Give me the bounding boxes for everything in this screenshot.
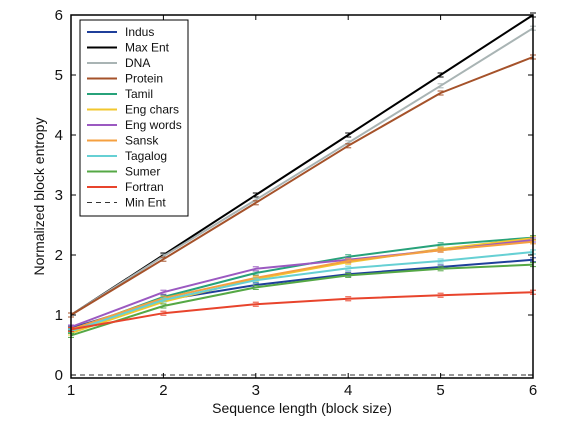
y-tick-label: 2 [55, 247, 63, 264]
legend-label-sumer: Sumer [125, 165, 160, 179]
legend-label-fortran: Fortran [125, 180, 164, 194]
series-line-sansk [70, 240, 534, 331]
series-line-eng-chars [70, 237, 534, 334]
legend-label-min-ent: Min Ent [125, 196, 166, 210]
x-tick-label: 6 [529, 382, 537, 399]
x-tick-label: 4 [344, 382, 352, 399]
x-tick-label: 1 [67, 382, 75, 399]
y-tick-label: 1 [55, 307, 63, 324]
y-tick-label: 4 [55, 127, 63, 144]
legend-label-eng-chars: Eng chars [125, 103, 179, 117]
x-tick-label: 2 [159, 382, 167, 399]
series-line-tagalog [70, 251, 534, 333]
legend-label-indus: Indus [125, 25, 154, 39]
x-tick-label: 5 [436, 382, 444, 399]
legend-label-tamil: Tamil [125, 87, 153, 101]
legend-label-protein: Protein [125, 72, 163, 86]
y-tick-label: 6 [55, 7, 63, 24]
y-axis-label: Normalized block entropy [31, 118, 47, 276]
legend-label-dna: DNA [125, 56, 150, 70]
y-tick-label: 0 [55, 367, 63, 384]
legend-box [79, 19, 189, 217]
x-axis-label: Sequence length (block size) [212, 400, 392, 416]
legend-label-max-ent: Max Ent [125, 41, 170, 55]
y-tick-label: 3 [55, 187, 63, 204]
plot-frame [70, 14, 534, 379]
series-line-fortran [70, 291, 534, 331]
plot-area [68, 12, 536, 376]
legend-label-eng-words: Eng words [125, 118, 182, 132]
series-line-dna [70, 27, 534, 316]
x-tick-label: 3 [252, 382, 260, 399]
legend-label-tagalog: Tagalog [125, 149, 167, 163]
y-tick-label: 5 [55, 67, 63, 84]
legend-label-sansk: Sansk [125, 134, 159, 148]
series-line-protein [70, 56, 534, 316]
series-line-sumer [70, 263, 534, 337]
